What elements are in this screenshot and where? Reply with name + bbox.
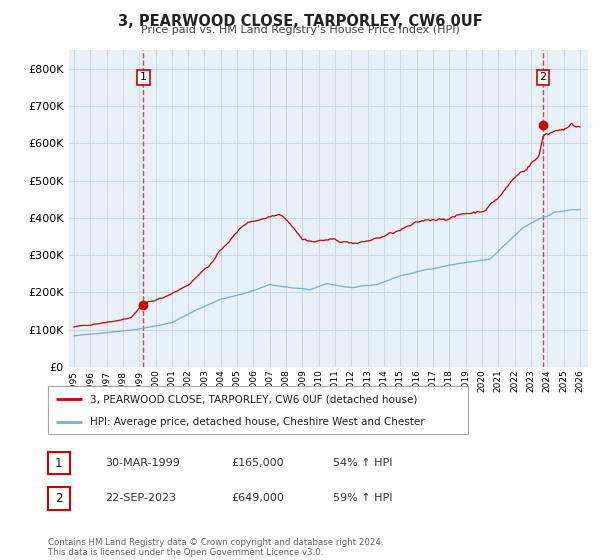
Text: 22-SEP-2023: 22-SEP-2023 bbox=[105, 493, 176, 503]
Text: 2: 2 bbox=[539, 72, 547, 82]
Text: 1: 1 bbox=[55, 456, 62, 470]
Text: £165,000: £165,000 bbox=[231, 458, 284, 468]
Text: £649,000: £649,000 bbox=[231, 493, 284, 503]
Text: 2: 2 bbox=[55, 492, 62, 505]
Text: 3, PEARWOOD CLOSE, TARPORLEY, CW6 0UF (detached house): 3, PEARWOOD CLOSE, TARPORLEY, CW6 0UF (d… bbox=[90, 394, 418, 404]
Text: 3, PEARWOOD CLOSE, TARPORLEY, CW6 0UF: 3, PEARWOOD CLOSE, TARPORLEY, CW6 0UF bbox=[118, 14, 482, 29]
Text: HPI: Average price, detached house, Cheshire West and Chester: HPI: Average price, detached house, Ches… bbox=[90, 417, 425, 427]
Text: Price paid vs. HM Land Registry's House Price Index (HPI): Price paid vs. HM Land Registry's House … bbox=[140, 25, 460, 35]
Text: 54% ↑ HPI: 54% ↑ HPI bbox=[333, 458, 392, 468]
Text: 1: 1 bbox=[140, 72, 147, 82]
Text: Contains HM Land Registry data © Crown copyright and database right 2024.
This d: Contains HM Land Registry data © Crown c… bbox=[48, 538, 383, 557]
Text: 30-MAR-1999: 30-MAR-1999 bbox=[105, 458, 180, 468]
Text: 59% ↑ HPI: 59% ↑ HPI bbox=[333, 493, 392, 503]
